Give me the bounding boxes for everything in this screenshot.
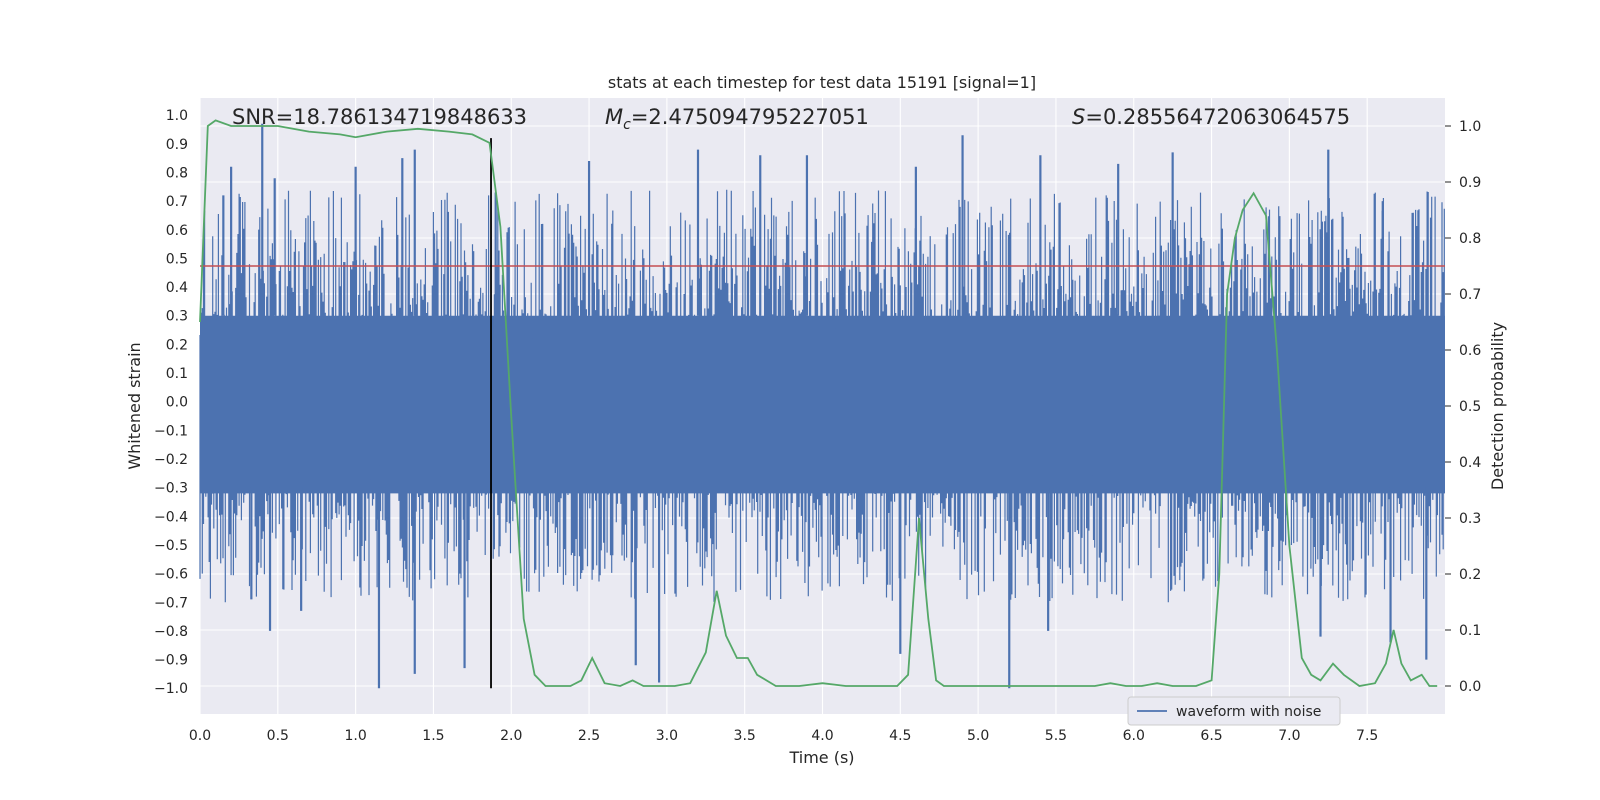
y2-tick-label: 0.9 [1459, 175, 1481, 191]
y-tick-label: −1.0 [154, 681, 188, 697]
y2-tick-label: 0.7 [1459, 287, 1481, 303]
annotation-s: S=0.28556472063064575 [1072, 105, 1350, 129]
y2-tick-label: 0.6 [1459, 343, 1481, 359]
s-value: =0.28556472063064575 [1085, 105, 1350, 129]
y-tick-label: 0.0 [166, 395, 188, 411]
y2-tick-label: 0.5 [1459, 399, 1481, 415]
probability-series [199, 119, 1438, 687]
y2-tick-label: 0.1 [1459, 623, 1481, 639]
y-tick-label: −0.5 [154, 538, 188, 554]
y2-tick-label: 0.2 [1459, 567, 1481, 583]
legend-box [1127, 696, 1341, 726]
y-tick-label: 0.3 [166, 309, 188, 325]
y-tick-label: 0.7 [166, 194, 188, 210]
y-tick-label: −0.1 [154, 423, 188, 439]
axes: 0.0 0.5 1.0 1.5 2.0 2.5 3.0 3.5 4.0 4.5 5.0 5.5 6.0 6… [154, 108, 1481, 744]
y-tick-label: −0.4 [154, 509, 188, 525]
y2-tick-label: 0.8 [1459, 231, 1481, 247]
y-tick-label: 0.1 [166, 366, 188, 382]
mc-subscript: c [623, 117, 631, 133]
y-tick-label: 0.5 [166, 251, 188, 267]
x-tick-label: 5.0 [967, 728, 989, 744]
y-tick-label: 0.8 [166, 165, 188, 181]
y2-tick-label: 0.3 [1459, 511, 1481, 527]
y2-tick-label: 1.0 [1459, 119, 1481, 135]
y-tick-label: 0.4 [166, 280, 188, 296]
probability-line [199, 119, 1438, 687]
x-tick-label: 6.0 [1123, 728, 1145, 744]
legend: waveform with noise [1127, 696, 1341, 726]
y-axis-label: Whitened strain [125, 342, 144, 469]
overlay-lines [200, 138, 1445, 689]
y-tick-label: 0.9 [166, 137, 188, 153]
x-tick-label: 2.0 [500, 728, 522, 744]
y-tick-label: 1.0 [166, 108, 188, 124]
s-symbol: S [1072, 105, 1085, 129]
x-tick-label: 0.5 [267, 728, 289, 744]
x-tick-label: 1.5 [422, 728, 444, 744]
waveform-series [199, 123, 1445, 689]
waveform-trace [199, 189, 1445, 603]
x-tick-label: 7.5 [1356, 728, 1378, 744]
y-tick-label: −0.9 [154, 653, 188, 669]
x-tick-label: 3.5 [734, 728, 756, 744]
y2-tick-label: 0.4 [1459, 455, 1481, 471]
y2-axis-label: Detection probability [1488, 322, 1507, 490]
x-tick-label: 0.0 [189, 728, 211, 744]
x-tick-label: 1.0 [344, 728, 366, 744]
chart-title: stats at each timestep for test data 151… [608, 73, 1036, 92]
y-tick-label: −0.8 [154, 624, 188, 640]
x-tick-label: 7.0 [1278, 728, 1300, 744]
y-tick-label: −0.3 [154, 481, 188, 497]
annotation-chirp-mass: Mc=2.475094795227051 [605, 105, 869, 133]
y-tick-label: −0.2 [154, 452, 188, 468]
y-tick-label: 0.2 [166, 337, 188, 353]
legend-label: waveform with noise [1176, 704, 1321, 720]
mc-symbol: M [605, 105, 623, 129]
y-tick-label: 0.6 [166, 223, 188, 239]
y-tick-label: −0.7 [154, 595, 188, 611]
x-tick-label: 2.5 [578, 728, 600, 744]
x-tick-label: 4.0 [811, 728, 833, 744]
x-tick-label: 4.5 [889, 728, 911, 744]
x-tick-label: 6.5 [1200, 728, 1222, 744]
x-axis-label: Time (s) [788, 748, 854, 767]
y-tick-label: −0.6 [154, 567, 188, 583]
annotation-snr: SNR=18.786134719848633 [232, 105, 527, 129]
x-tick-label: 5.5 [1045, 728, 1067, 744]
mc-value: =2.475094795227051 [631, 105, 869, 129]
x-tick-label: 3.0 [656, 728, 678, 744]
y2-tick-label: 0.0 [1459, 679, 1481, 695]
